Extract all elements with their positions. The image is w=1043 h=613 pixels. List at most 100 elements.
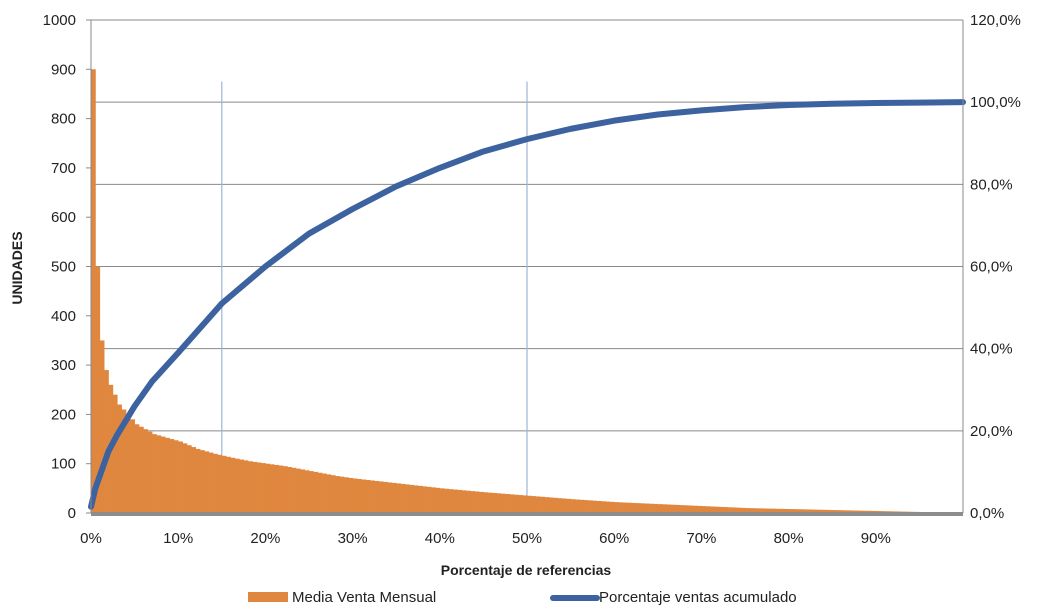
bar <box>527 496 532 513</box>
bar <box>444 489 449 513</box>
y-left-tick-label: 900 <box>51 61 76 78</box>
x-tick-label: 90% <box>861 530 891 547</box>
legend-label-bar: Media Venta Mensual <box>292 589 436 606</box>
y-right-tick-label: 120,0% <box>970 12 1021 29</box>
reference-lines <box>222 82 527 513</box>
bar <box>396 483 401 513</box>
bar <box>566 499 571 513</box>
bar <box>130 419 135 513</box>
bar <box>191 447 196 513</box>
bar <box>265 464 270 513</box>
bar <box>335 476 340 513</box>
bar <box>252 462 257 513</box>
bar <box>536 496 541 513</box>
y-left-tick-label: 700 <box>51 160 76 177</box>
bar <box>100 340 105 513</box>
bar <box>296 469 301 513</box>
bar <box>104 370 109 513</box>
bar <box>283 466 288 513</box>
bar <box>235 459 240 513</box>
bar <box>492 493 497 513</box>
bar <box>405 484 410 513</box>
bar <box>418 486 423 513</box>
bar <box>636 503 641 513</box>
bar <box>645 504 650 513</box>
bar <box>261 463 266 513</box>
bar <box>531 496 536 513</box>
bar <box>200 450 205 513</box>
bar <box>575 499 580 513</box>
y-left-tick-label: 1000 <box>43 12 76 29</box>
bar <box>422 486 427 513</box>
bar <box>693 506 698 513</box>
bar <box>340 477 345 513</box>
bar <box>226 457 231 513</box>
bar <box>544 497 549 513</box>
x-tick-label: 10% <box>163 530 193 547</box>
y-right-tick-label: 60,0% <box>970 259 1013 276</box>
bar <box>126 414 131 513</box>
bar <box>401 484 406 513</box>
bar <box>510 494 515 513</box>
bar <box>278 466 283 513</box>
bar <box>117 405 122 513</box>
legend-label-line: Porcentaje ventas acumulado <box>599 589 797 606</box>
bar <box>353 478 358 513</box>
bar <box>309 471 314 513</box>
bar <box>501 494 506 513</box>
bar <box>667 505 672 513</box>
bar <box>187 445 192 513</box>
bar <box>562 499 567 513</box>
bar <box>584 500 589 513</box>
bar <box>553 498 558 513</box>
bar <box>392 483 397 513</box>
bar <box>204 451 209 513</box>
bar <box>169 439 174 513</box>
y-left-tick-label: 300 <box>51 357 76 374</box>
x-tick-label: 50% <box>512 530 542 547</box>
bar <box>466 491 471 513</box>
bar <box>523 495 528 513</box>
x-axis-title: Porcentaje de referencias <box>441 562 612 578</box>
bar <box>257 462 262 513</box>
y-right-tick-label: 80,0% <box>970 176 1013 193</box>
bar <box>331 475 336 513</box>
bar <box>318 473 323 513</box>
bar <box>135 424 140 513</box>
bar <box>387 482 392 513</box>
bar <box>239 460 244 513</box>
bar <box>475 492 480 513</box>
bar <box>370 480 375 513</box>
bar <box>217 455 222 513</box>
y-left-tick-label: 0 <box>68 505 76 522</box>
bar <box>540 497 545 513</box>
x-tick-label: 80% <box>774 530 804 547</box>
bar <box>610 502 615 513</box>
bar <box>706 506 711 513</box>
y-axis-title: UNIDADES <box>9 231 25 304</box>
bar <box>383 482 388 513</box>
bar <box>601 501 606 513</box>
bar <box>614 502 619 513</box>
x-tick-label: 60% <box>599 530 629 547</box>
y-left-tick-label: 400 <box>51 308 76 325</box>
x-tick-label: 40% <box>425 530 455 547</box>
x-tick-label: 30% <box>338 530 368 547</box>
bar <box>244 460 249 513</box>
bar <box>156 435 161 513</box>
bar <box>143 429 148 513</box>
bar <box>431 487 436 513</box>
bar <box>231 458 236 513</box>
bar <box>619 502 624 513</box>
bar <box>623 503 628 513</box>
bar <box>440 488 445 513</box>
bar <box>671 505 676 513</box>
bar <box>697 506 702 513</box>
bar <box>113 395 118 513</box>
bar <box>348 478 353 513</box>
bar <box>653 504 658 513</box>
bar <box>148 432 153 513</box>
bar <box>313 472 318 513</box>
bar <box>588 500 593 513</box>
